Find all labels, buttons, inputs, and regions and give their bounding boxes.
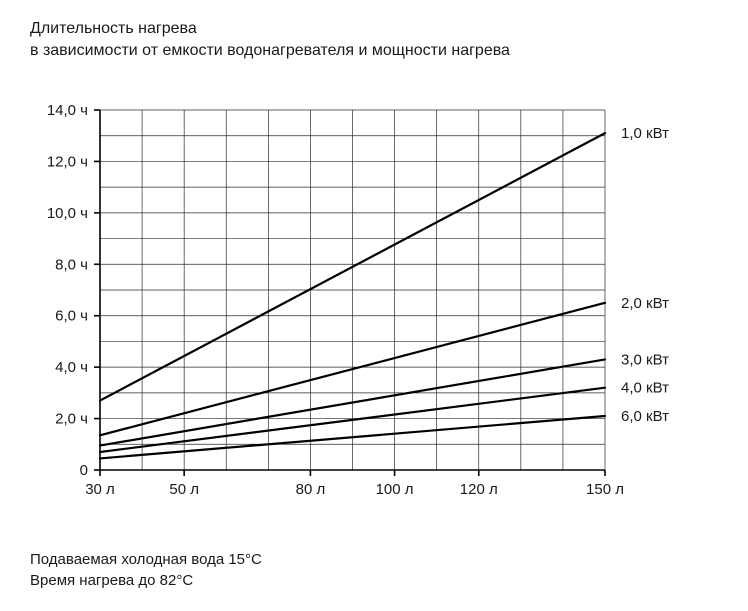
x-tick-label: 80 л bbox=[296, 481, 326, 498]
chart-footer: Подаваемая холодная вода 15°С Время нагр… bbox=[30, 549, 262, 591]
page: Длительность нагрева в зависимости от ем… bbox=[0, 0, 748, 611]
chart-title: Длительность нагрева в зависимости от ем… bbox=[30, 18, 510, 62]
y-tick-label: 2,0 ч bbox=[55, 411, 88, 428]
x-tick-label: 30 л bbox=[85, 481, 115, 498]
footer-line-1: Подаваемая холодная вода 15°С bbox=[30, 551, 262, 568]
y-tick-label: 0 bbox=[80, 462, 88, 479]
y-tick-label: 8,0 ч bbox=[55, 256, 88, 273]
title-line-1: Длительность нагрева bbox=[30, 20, 197, 37]
y-tick-label: 12,0 ч bbox=[47, 153, 88, 170]
y-tick-label: 4,0 ч bbox=[55, 359, 88, 376]
x-tick-label: 150 л bbox=[586, 481, 624, 498]
x-tick-label: 100 л bbox=[376, 481, 414, 498]
series-label: 2,0 кВт bbox=[621, 295, 669, 312]
chart-svg: 0 2,0 ч 4,0 ч 6,0 ч 8,0 ч 10,0 ч 12,0 ч 14,0 ч 3… bbox=[30, 100, 720, 520]
footer-line-2: Время нагрева до 82°С bbox=[30, 572, 193, 589]
y-tick-label: 6,0 ч bbox=[55, 308, 88, 325]
x-tick-label: 120 л bbox=[460, 481, 498, 498]
heating-duration-chart: 0 2,0 ч 4,0 ч 6,0 ч 8,0 ч 10,0 ч 12,0 ч 14,0 ч 3… bbox=[30, 100, 720, 520]
series-label: 3,0 кВт bbox=[621, 351, 669, 368]
series-label: 1,0 кВт bbox=[621, 125, 669, 142]
y-tick-label: 10,0 ч bbox=[47, 205, 88, 222]
series-label: 4,0 кВт bbox=[621, 380, 669, 397]
y-tick-label: 14,0 ч bbox=[47, 102, 88, 119]
series-label: 6,0 кВт bbox=[621, 408, 669, 425]
x-tick-label: 50 л bbox=[169, 481, 199, 498]
title-line-2: в зависимости от емкости водонагревателя… bbox=[30, 42, 510, 59]
